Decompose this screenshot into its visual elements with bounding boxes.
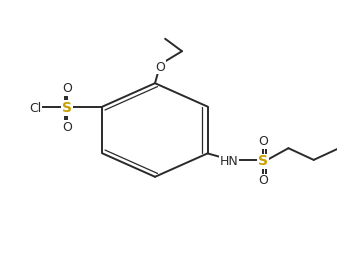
Text: O: O: [155, 61, 165, 74]
Text: O: O: [258, 174, 268, 187]
Text: O: O: [62, 82, 72, 95]
Text: HN: HN: [220, 155, 239, 168]
Text: O: O: [62, 121, 72, 134]
Text: S: S: [62, 101, 72, 115]
Text: O: O: [258, 135, 268, 148]
Text: Cl: Cl: [29, 102, 41, 115]
Text: S: S: [258, 154, 268, 168]
